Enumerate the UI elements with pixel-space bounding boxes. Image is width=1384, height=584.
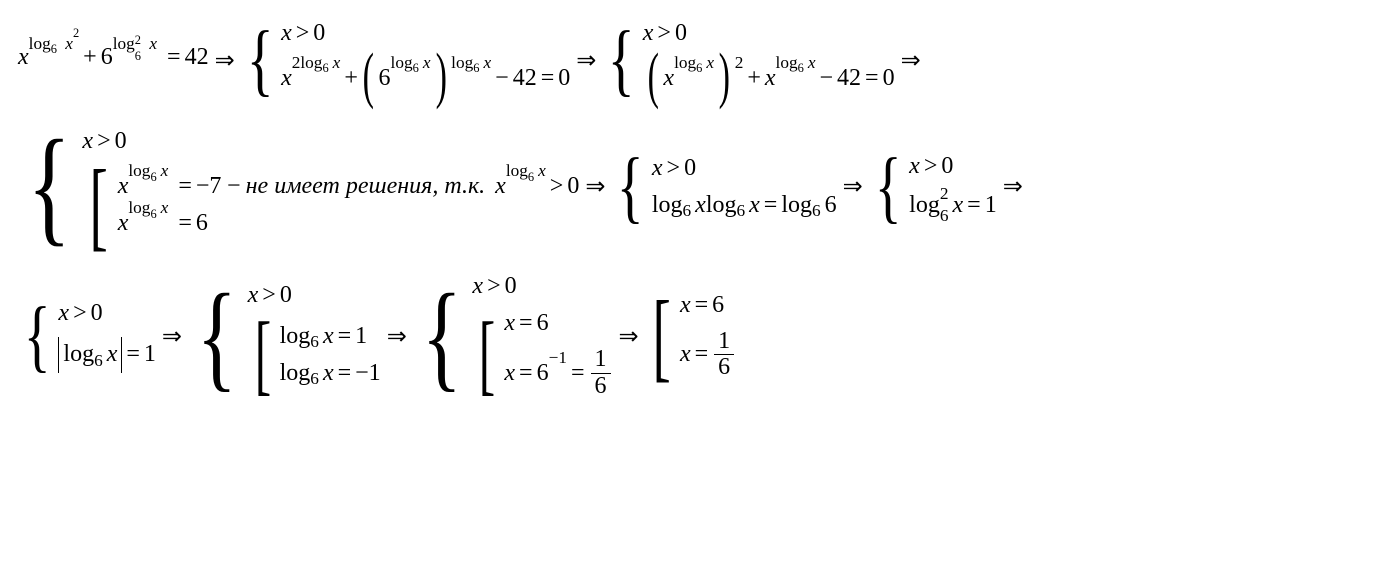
line2-b2-top: x>0 bbox=[652, 155, 837, 182]
line2-brace-1: { x>0 [ x log6x = −7 − не имеет решени bbox=[18, 128, 579, 245]
line3-b3-top: x>0 bbox=[472, 273, 612, 300]
equation-line-2: { x>0 [ x log6x = −7 − не имеет решени bbox=[18, 128, 1366, 245]
line3-brace-3: { x>0 [ x=6 x= 6−1 = 16 bbox=[413, 273, 613, 398]
implies-icon: ⇒ bbox=[387, 322, 407, 351]
line3-b3-alt2: x= 6−1 = 16 bbox=[504, 347, 612, 398]
line1-b2-bottom: ( x log6x ) 2 + x log6x −42 =0 bbox=[643, 57, 895, 100]
line3-brace-2: { x>0 [ log6x =1 log6x =−1 bbox=[188, 282, 381, 391]
equation-line-1: x log6 x2 + 6 log26 x = 42 ⇒ { x>0 x bbox=[18, 20, 1366, 100]
line2-brace-3: { x>0 log26 x =1 bbox=[869, 153, 997, 221]
line3-final: [ x=6 x= 16 bbox=[645, 292, 737, 380]
line3-b2-alt1: log6x =1 bbox=[280, 323, 381, 350]
implies-icon: ⇒ bbox=[585, 172, 605, 201]
implies-icon: ⇒ bbox=[576, 46, 596, 75]
math-derivation: x log6 x2 + 6 log26 x = 42 ⇒ { x>0 x bbox=[0, 0, 1384, 447]
implies-icon: ⇒ bbox=[162, 322, 182, 351]
line1-brace-1: { x>0 x 2log6x + ( 6 log6x ) log6x −42 =… bbox=[241, 20, 571, 100]
equation-line-3: { x>0 log6x =1 ⇒ { x>0 bbox=[18, 273, 1366, 398]
line2-alt1: x log6x = −7 − не имеет решения, т.к. x … bbox=[118, 173, 580, 200]
line1-b1-bottom: x 2log6x + ( 6 log6x ) log6x −42 =0 bbox=[281, 57, 570, 100]
line2-alt2: x log6x =6 bbox=[118, 210, 580, 237]
line2-b3-top: x>0 bbox=[909, 153, 997, 180]
line2-brace-2: { x>0 log6x log6x = log66 bbox=[611, 155, 836, 219]
line3-final-alt1: x=6 bbox=[680, 292, 736, 319]
implies-icon: ⇒ bbox=[215, 46, 235, 75]
line1-b2-top: x>0 bbox=[643, 20, 895, 47]
line3-b3-alt1: x=6 bbox=[504, 310, 612, 337]
line3-b1-top: x>0 bbox=[58, 300, 156, 327]
line3-b2-alt2: log6x =−1 bbox=[280, 360, 381, 387]
no-solution-text: не имеет решения, т.к. bbox=[246, 173, 486, 200]
implies-icon: ⇒ bbox=[619, 322, 639, 351]
line3-final-alt2: x= 16 bbox=[680, 329, 736, 380]
line3-brace-1: { x>0 log6x =1 bbox=[18, 300, 156, 373]
implies-icon: ⇒ bbox=[1003, 172, 1023, 201]
implies-icon: ⇒ bbox=[843, 172, 863, 201]
line2-top: x>0 bbox=[82, 128, 579, 155]
line1-b1-top: x>0 bbox=[281, 20, 570, 47]
line2-b2-bottom: log6x log6x = log66 bbox=[652, 192, 837, 219]
line1-brace-2: { x>0 ( x log6x ) 2 + x log6x −42 =0 bbox=[602, 20, 894, 100]
line3-b1-bottom: log6x =1 bbox=[58, 337, 156, 373]
line1-left-expr: x log6 x2 + 6 log26 x = 42 bbox=[18, 44, 209, 76]
line2-b3-bottom: log26 x =1 bbox=[909, 190, 997, 221]
implies-icon: ⇒ bbox=[901, 46, 921, 75]
line2-alternatives: [ x log6x = −7 − не имеет решения, т.к. … bbox=[82, 165, 579, 245]
